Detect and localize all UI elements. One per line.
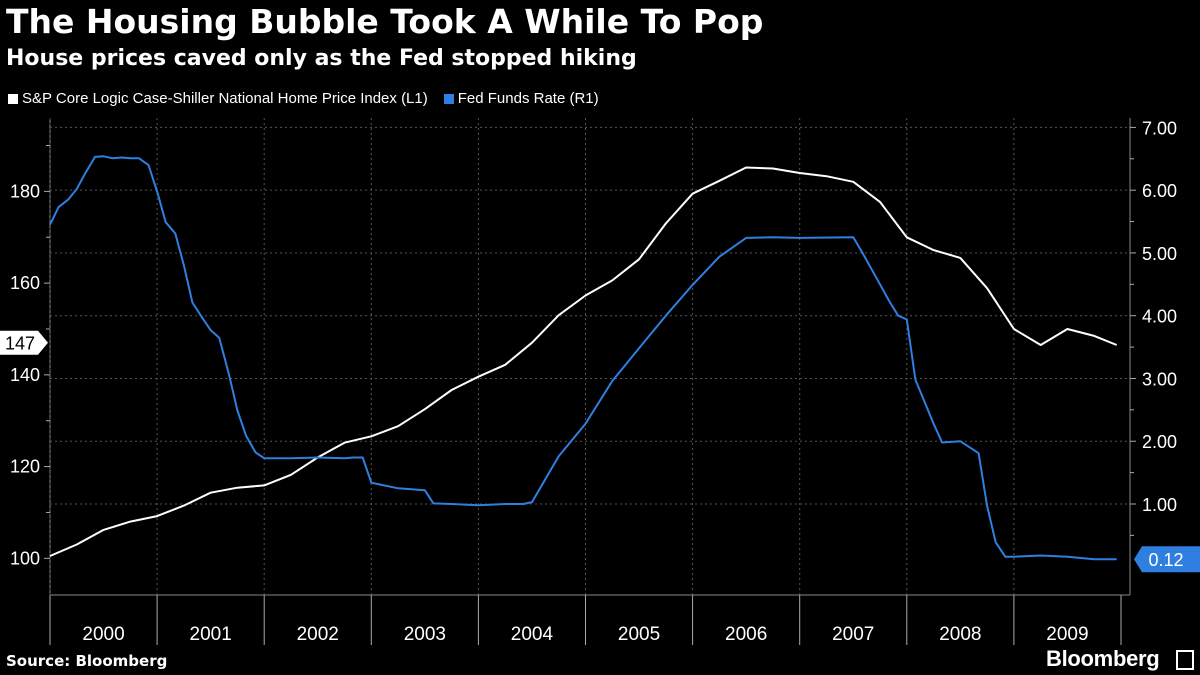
x-tick-label: 2003	[404, 624, 446, 645]
x-tick-label: 2005	[618, 624, 660, 645]
x-tick-label: 2004	[511, 624, 554, 645]
fed-funds-series-line	[49, 155, 1117, 561]
x-tick-label: 2009	[1046, 624, 1088, 645]
legend-swatch-home-price	[8, 93, 18, 104]
left-tick-label: 120	[10, 457, 40, 477]
chart-subtitle: House prices caved only as the Fed stopp…	[6, 46, 637, 71]
x-tick-label: 2006	[725, 624, 767, 645]
left-tick-label: 180	[10, 181, 40, 201]
legend-item-home-price: S&P Core Logic Case-Shiller National Hom…	[8, 90, 428, 107]
fed-funds-last-value-label: 0.12	[1148, 550, 1183, 570]
right-tick-label: 1.00	[1142, 495, 1177, 515]
x-tick-label: 2007	[832, 624, 874, 645]
home-price-last-value-label: 147	[5, 334, 35, 354]
x-tick-label: 2008	[939, 624, 981, 645]
legend-label-fed-funds: Fed Funds Rate (R1)	[457, 90, 599, 107]
home-price-last-value-tag	[0, 330, 48, 355]
left-tick-label: 160	[10, 273, 40, 293]
legend-item-fed-funds: Fed Funds Rate (R1)	[443, 90, 599, 107]
bloomberg-logo: Bloomberg	[1046, 646, 1160, 671]
left-tick-label: 100	[10, 548, 40, 568]
right-tick-label: 5.00	[1142, 244, 1177, 264]
right-tick-label: 4.00	[1142, 307, 1177, 327]
right-tick-label: 7.00	[1142, 118, 1177, 138]
left-tick-label: 140	[10, 365, 40, 385]
bloomberg-box-icon	[1176, 650, 1194, 670]
legend-swatch-fed-funds	[443, 93, 454, 104]
home-price-series-line	[49, 166, 1118, 557]
x-tick-label: 2000	[82, 624, 124, 645]
source-note: Source: Bloomberg	[6, 652, 168, 670]
x-tick-label: 2001	[190, 624, 232, 645]
fed-funds-last-value-tag	[1134, 546, 1200, 573]
x-tick-label: 2002	[297, 624, 339, 645]
chart-title: The Housing Bubble Took A While To Pop	[6, 2, 764, 41]
right-tick-label: 3.00	[1142, 369, 1177, 389]
legend-label-home-price: S&P Core Logic Case-Shiller National Hom…	[22, 90, 428, 107]
legend: S&P Core Logic Case-Shiller National Hom…	[8, 90, 615, 107]
right-tick-label: 2.00	[1142, 432, 1177, 452]
right-tick-label: 6.00	[1142, 181, 1177, 201]
